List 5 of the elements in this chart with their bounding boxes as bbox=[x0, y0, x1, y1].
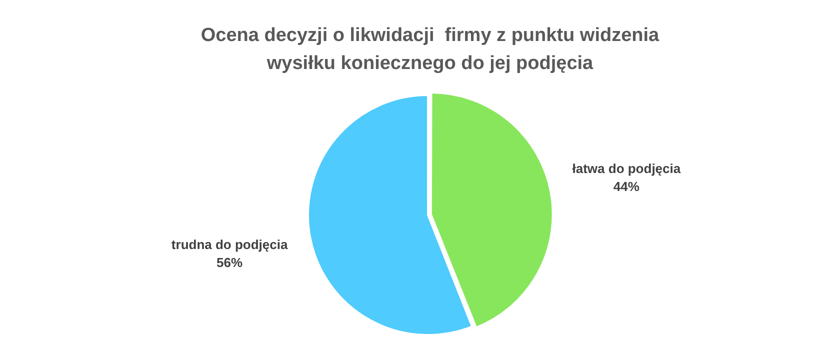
data-label: 56% bbox=[216, 254, 244, 270]
data-label: 44% bbox=[613, 179, 640, 194]
chart-title: Ocena decyzji o likwidacji firmy z punktu widzenia wysiłku koniecznego do jej podjęcia bbox=[200, 24, 660, 76]
slice-label: trudna do podjęcia bbox=[171, 236, 288, 252]
slice-label: łatwa do podjęcia bbox=[572, 161, 682, 176]
